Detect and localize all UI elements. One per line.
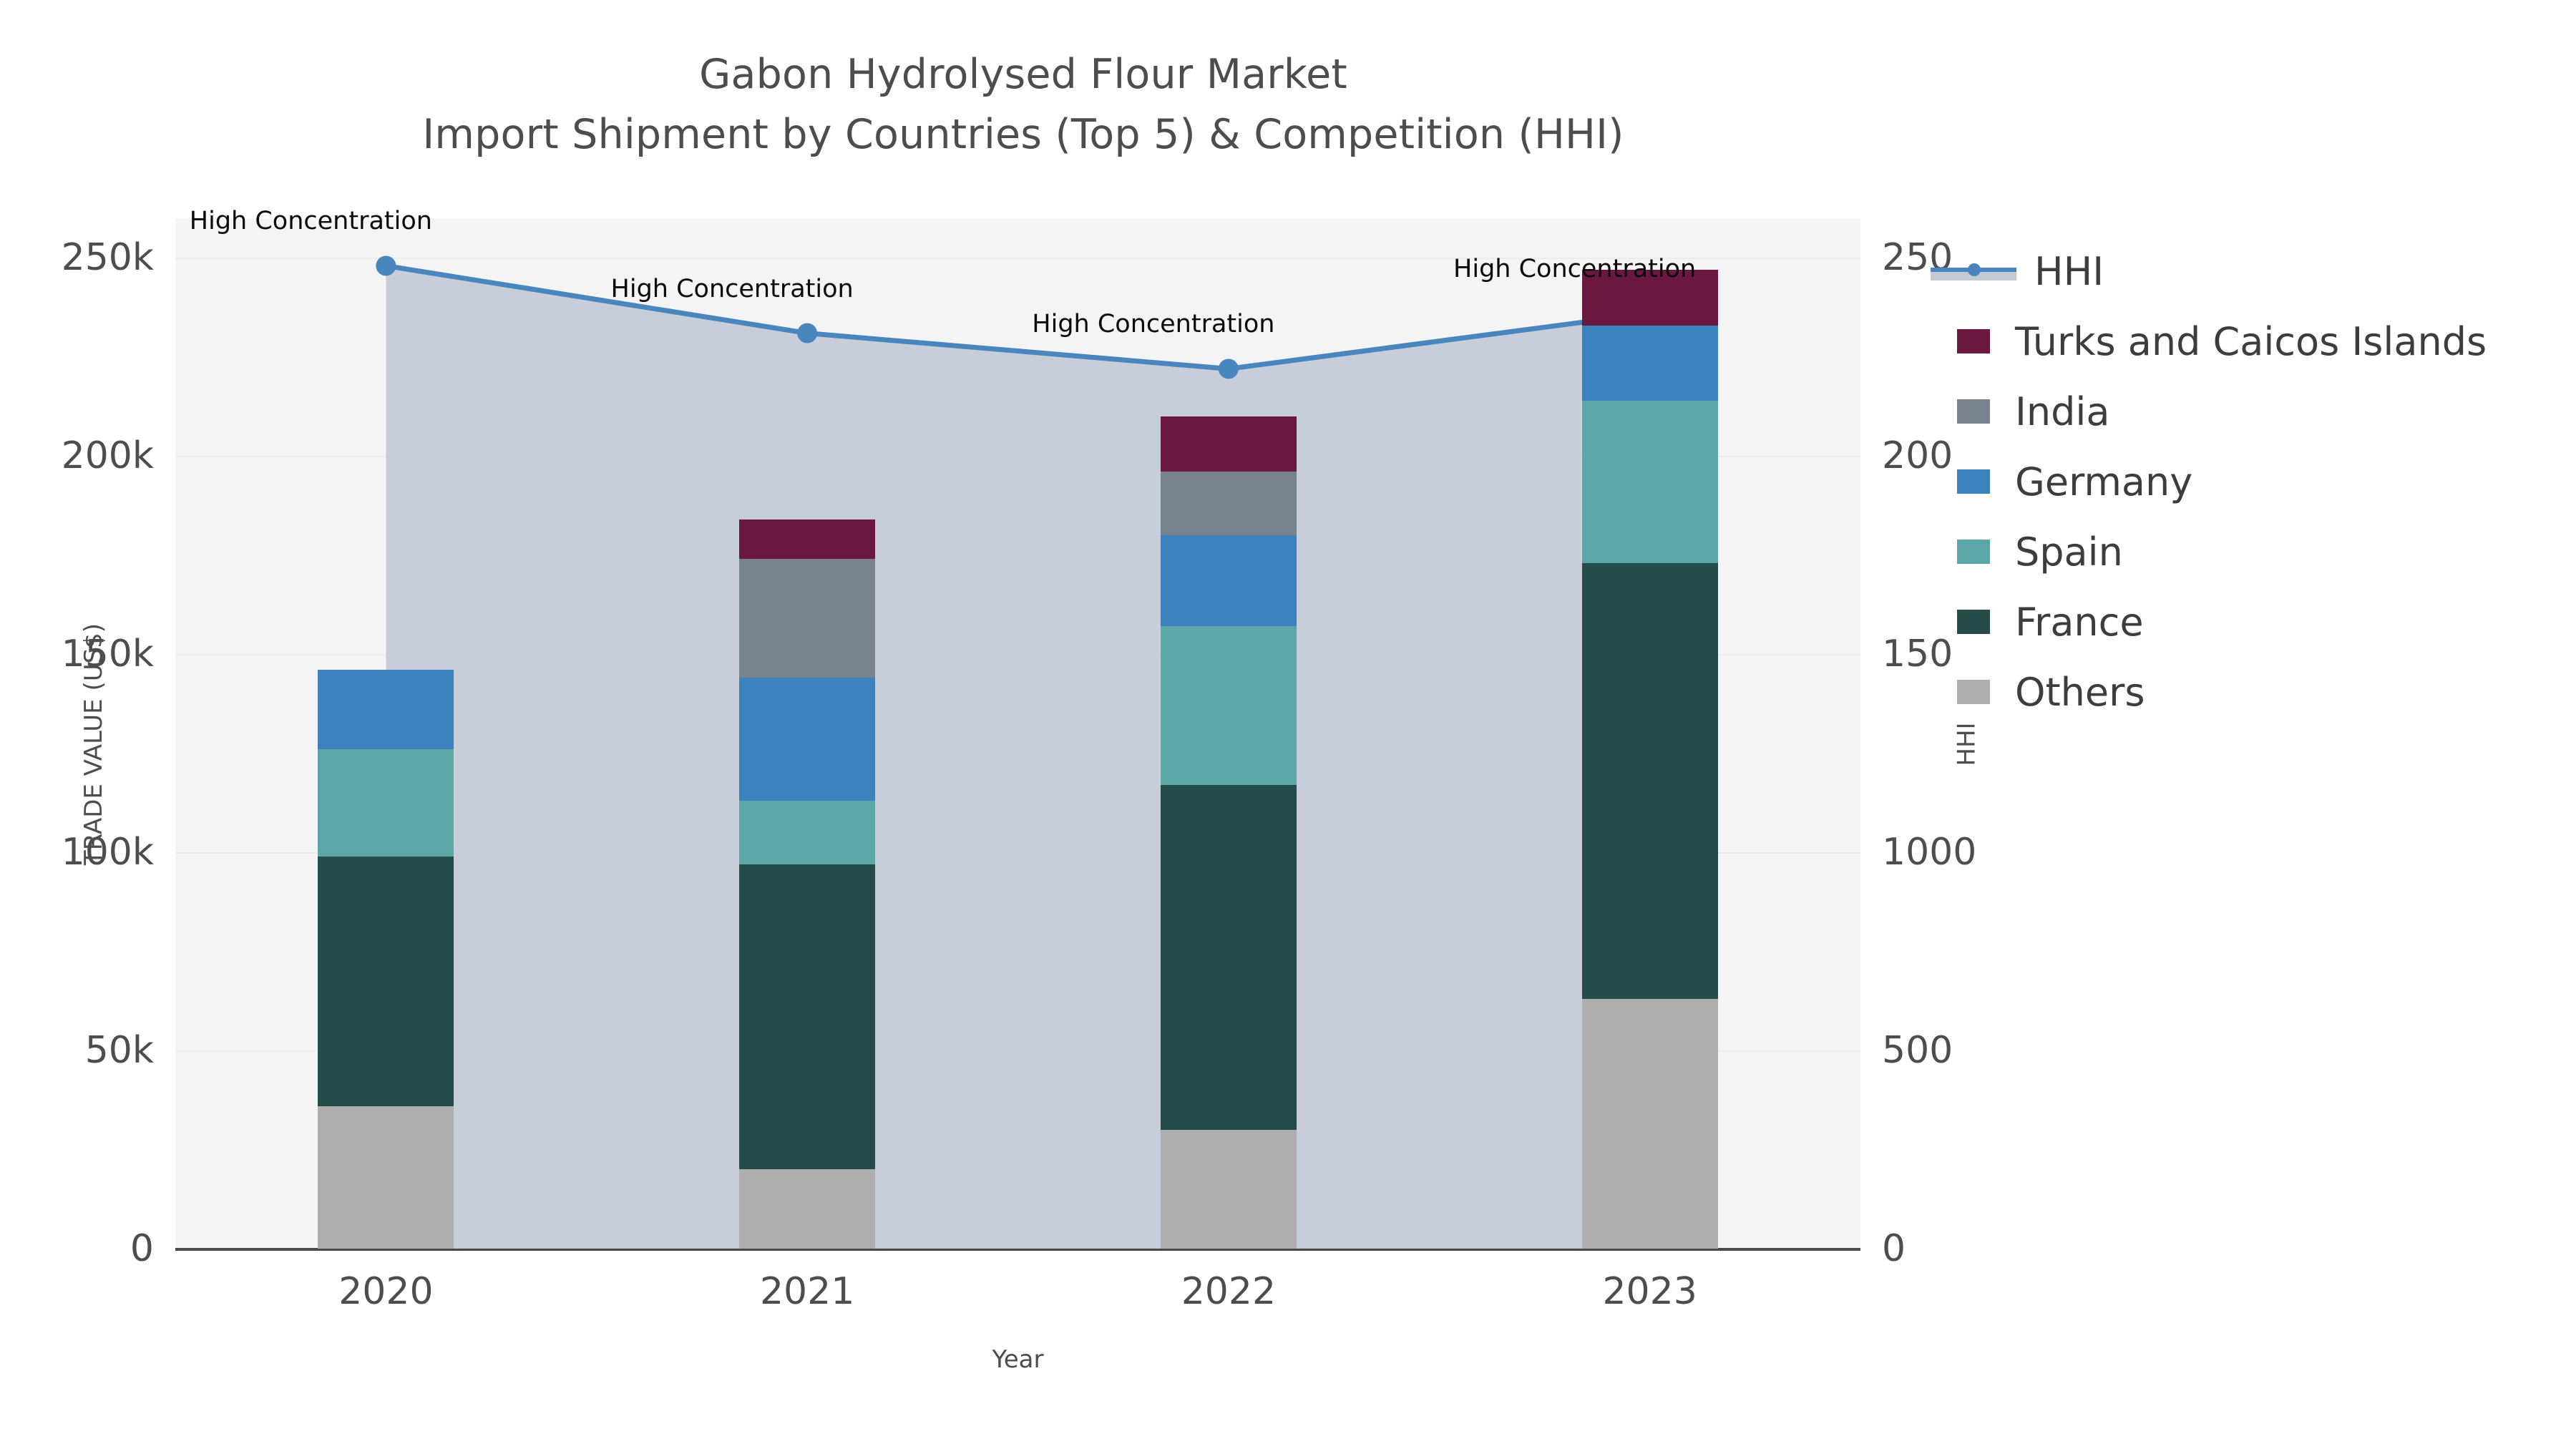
y-tick-left: 100k [61,831,154,874]
legend-line-marker-icon [1931,262,2016,280]
bar-segment[interactable] [739,801,876,864]
bar-stack-2022[interactable] [1160,218,1297,1249]
legend-item-germany[interactable]: Germany [1957,447,2551,517]
legend-item-hhi[interactable]: HHI [1931,236,2551,306]
bar-segment[interactable] [318,856,454,1106]
legend-swatch-icon [1957,469,1990,494]
chart-legend: HHI Turks and Caicos Islands India Germany S… [1931,236,2551,727]
legend-swatch-icon [1957,610,1990,634]
legend-swatch-icon [1957,399,1990,424]
hhi-data-point[interactable] [797,323,818,343]
bar-segment[interactable] [1160,472,1297,536]
bar-segment[interactable] [1160,1129,1297,1249]
y-axis-label-left: TRADE VALUE (US$) [79,623,109,866]
bar-segment[interactable] [739,678,876,801]
y-tick-right: 0 [1882,1227,1906,1270]
legend-item-turks-and-caicos-islands[interactable]: Turks and Caicos Islands [1957,306,2551,376]
bar-segment[interactable] [1160,416,1297,472]
legend-item-label: France [2015,599,2144,645]
legend-swatch-icon [1957,540,1990,564]
hhi-area-fill [386,265,1650,1249]
concentration-annotation: High Concentration [610,274,854,303]
legend-item-france[interactable]: France [1957,587,2551,657]
bar-segment[interactable] [1160,785,1297,1130]
legend-item-india[interactable]: India [1957,376,2551,447]
y-tick-left: 0 [130,1227,154,1270]
bar-segment[interactable] [1581,999,1718,1249]
y-tick-left: 250k [61,236,154,280]
bar-segment[interactable] [1581,562,1718,1000]
bar-stack-2020[interactable] [318,218,454,1249]
legend-item-label: HHI [2034,248,2104,294]
chart-title: Gabon Hydrolysed Flour Market Import Shi… [0,50,2046,160]
y-tick-left: 200k [61,434,154,478]
hhi-data-point[interactable] [376,255,396,276]
bar-segment[interactable] [1581,270,1718,326]
x-tick: 2020 [338,1270,434,1313]
bar-segment[interactable] [1581,325,1718,401]
chart-title-line-2: Import Shipment by Countries (Top 5) & C… [422,110,1624,158]
x-axis-label: Year [992,1345,1044,1374]
concentration-annotation: High Concentration [1453,254,1697,283]
legend-item-label: India [2015,389,2110,434]
x-tick: 2021 [759,1270,855,1313]
legend-item-label: Germany [2015,459,2193,504]
bar-stack-2021[interactable] [739,218,876,1249]
bar-segment[interactable] [739,864,876,1170]
legend-item-label: Turks and Caicos Islands [2015,318,2487,364]
legend-item-spain[interactable]: Spain [1957,517,2551,587]
bar-segment[interactable] [1160,626,1297,785]
x-tick: 2022 [1181,1270,1277,1313]
concentration-annotation: High Concentration [189,207,432,236]
bar-segment[interactable] [739,1169,876,1249]
concentration-annotation: High Concentration [1032,310,1275,339]
bar-stack-2023[interactable] [1581,218,1718,1249]
y-tick-right: 200 [1882,434,1953,478]
hhi-line [385,263,1651,371]
legend-swatch-icon [1957,329,1990,353]
y-tick-right: 500 [1882,1029,1953,1073]
x-tick: 2023 [1602,1270,1697,1313]
y-tick-right: 1000 [1882,831,1977,874]
chart-title-line-1: Gabon Hydrolysed Flour Market [699,51,1347,98]
legend-swatch-icon [1957,680,1990,704]
bar-segment[interactable] [318,670,454,750]
bar-segment[interactable] [1581,400,1718,563]
legend-item-label: Spain [2015,529,2123,575]
bar-segment[interactable] [318,1106,454,1249]
y-tick-left: 50k [84,1029,154,1073]
y-tick-left: 150k [61,633,154,676]
legend-item-label: Others [2015,669,2145,715]
bar-segment[interactable] [739,559,876,678]
x-axis-line [175,1248,1860,1251]
legend-item-others[interactable]: Others [1957,657,2551,727]
hhi-line-series [376,255,1660,1249]
hhi-data-point[interactable] [1218,358,1239,379]
bar-segment[interactable] [1160,535,1297,627]
bar-segment[interactable] [739,519,876,560]
gridline-right [175,258,1860,260]
bar-segment[interactable] [318,749,454,857]
y-tick-right: 150 [1882,633,1953,676]
y-axis-label-right: HHI [1952,722,1981,766]
